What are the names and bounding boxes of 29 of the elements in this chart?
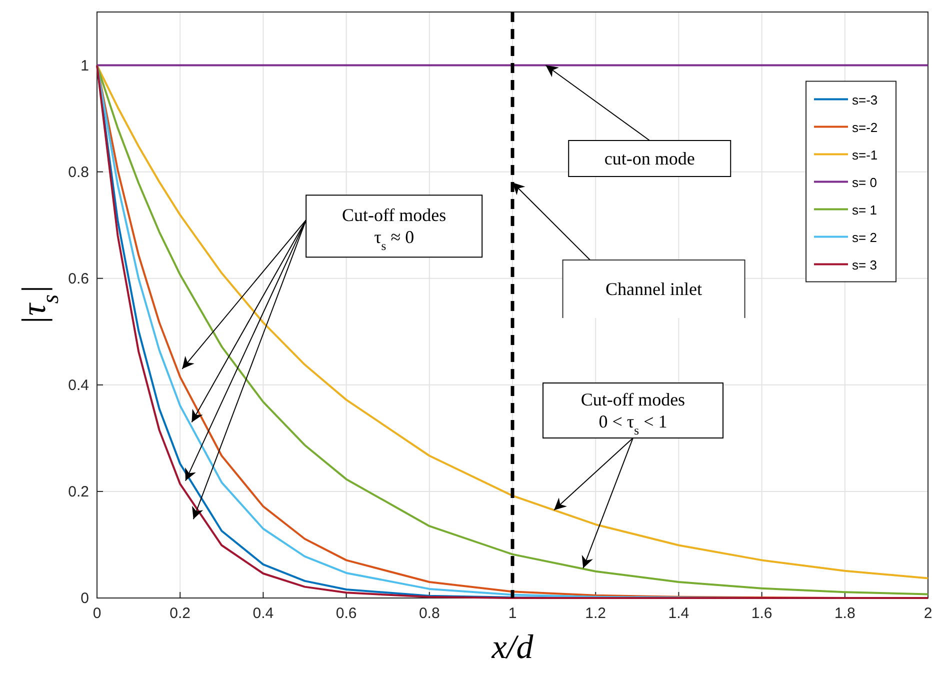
annotation: Channel inlet (606, 279, 702, 300)
x-tick-label: 0.2 (170, 605, 191, 622)
y-tick-label: 0.4 (68, 376, 89, 394)
legend-label: s=-2 (852, 120, 878, 135)
x-tick-label: 0.6 (336, 605, 357, 622)
x-tick-label: 1.8 (834, 605, 856, 622)
legend-label: s= 2 (852, 230, 877, 245)
legend-label: s= 1 (852, 202, 877, 218)
x-tick-label: 1.4 (668, 605, 690, 622)
x-tick-label: 1 (508, 605, 517, 622)
x-tick-label: 2 (924, 605, 932, 622)
x-tick-label: 0.8 (418, 605, 440, 622)
y-tick-label: 0.6 (68, 270, 89, 288)
legend-label: s= 3 (852, 257, 877, 272)
annotation: Cut-off modes 0 < τ$_{s}$ < 1 (580, 389, 686, 438)
x-tick-label: 1.6 (751, 605, 772, 622)
x-tick-label: 1.2 (585, 605, 606, 622)
y-tick-label: 0.2 (68, 483, 89, 500)
y-tick-label: 0.8 (68, 164, 89, 181)
y-tick-label: 1 (80, 57, 89, 74)
legend-label: s= 0 (852, 174, 877, 190)
legend-label: s=-1 (852, 147, 878, 162)
legend-label: s=-3 (852, 92, 878, 108)
x-axis-title: x/d (490, 629, 534, 666)
x-tick-label: 0.4 (252, 605, 274, 622)
annotation: Cut-off modes τ$_{s}$ ≈ 0 (342, 205, 446, 254)
y-tick-label: 0 (80, 590, 89, 607)
x-tick-label: 0 (92, 605, 102, 622)
annotation: cut-on mode (604, 148, 695, 168)
